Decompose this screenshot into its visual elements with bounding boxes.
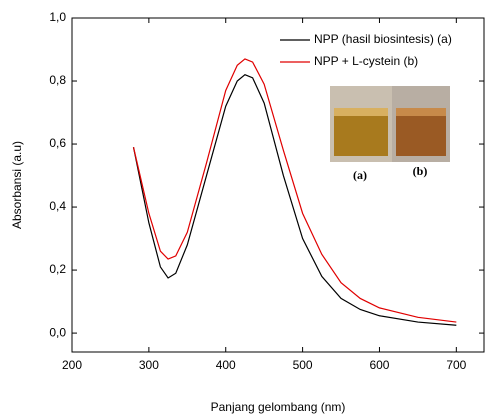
x-tick-label: 400 (216, 358, 236, 372)
x-tick-label: 600 (369, 358, 389, 372)
inset-photo (330, 86, 450, 162)
y-tick-label: 0,6 (49, 136, 66, 150)
x-tick-label: 200 (62, 358, 82, 372)
y-tick-label: 1,0 (49, 10, 66, 24)
x-axis-label: Panjang gelombang (nm) (211, 400, 346, 414)
legend-label: NPP (hasil biosintesis) (a) (314, 32, 452, 46)
data-line (132, 58, 457, 323)
inset-label: (a) (353, 168, 367, 182)
y-tick-label: 0,2 (49, 262, 66, 276)
x-tick-label: 500 (293, 358, 313, 372)
inset-label: (b) (413, 164, 428, 178)
y-tick-label: 0,8 (49, 73, 66, 87)
y-tick-label: 0,4 (49, 199, 66, 213)
y-tick-label: 0,0 (49, 325, 66, 339)
x-tick-label: 300 (139, 358, 159, 372)
x-tick-label: 700 (446, 358, 466, 372)
y-axis-label: Absorbansi (a.u) (10, 141, 24, 229)
data-line (132, 74, 457, 326)
legend-label: NPP + L-cystein (b) (314, 54, 418, 68)
plot-frame (71, 17, 485, 353)
